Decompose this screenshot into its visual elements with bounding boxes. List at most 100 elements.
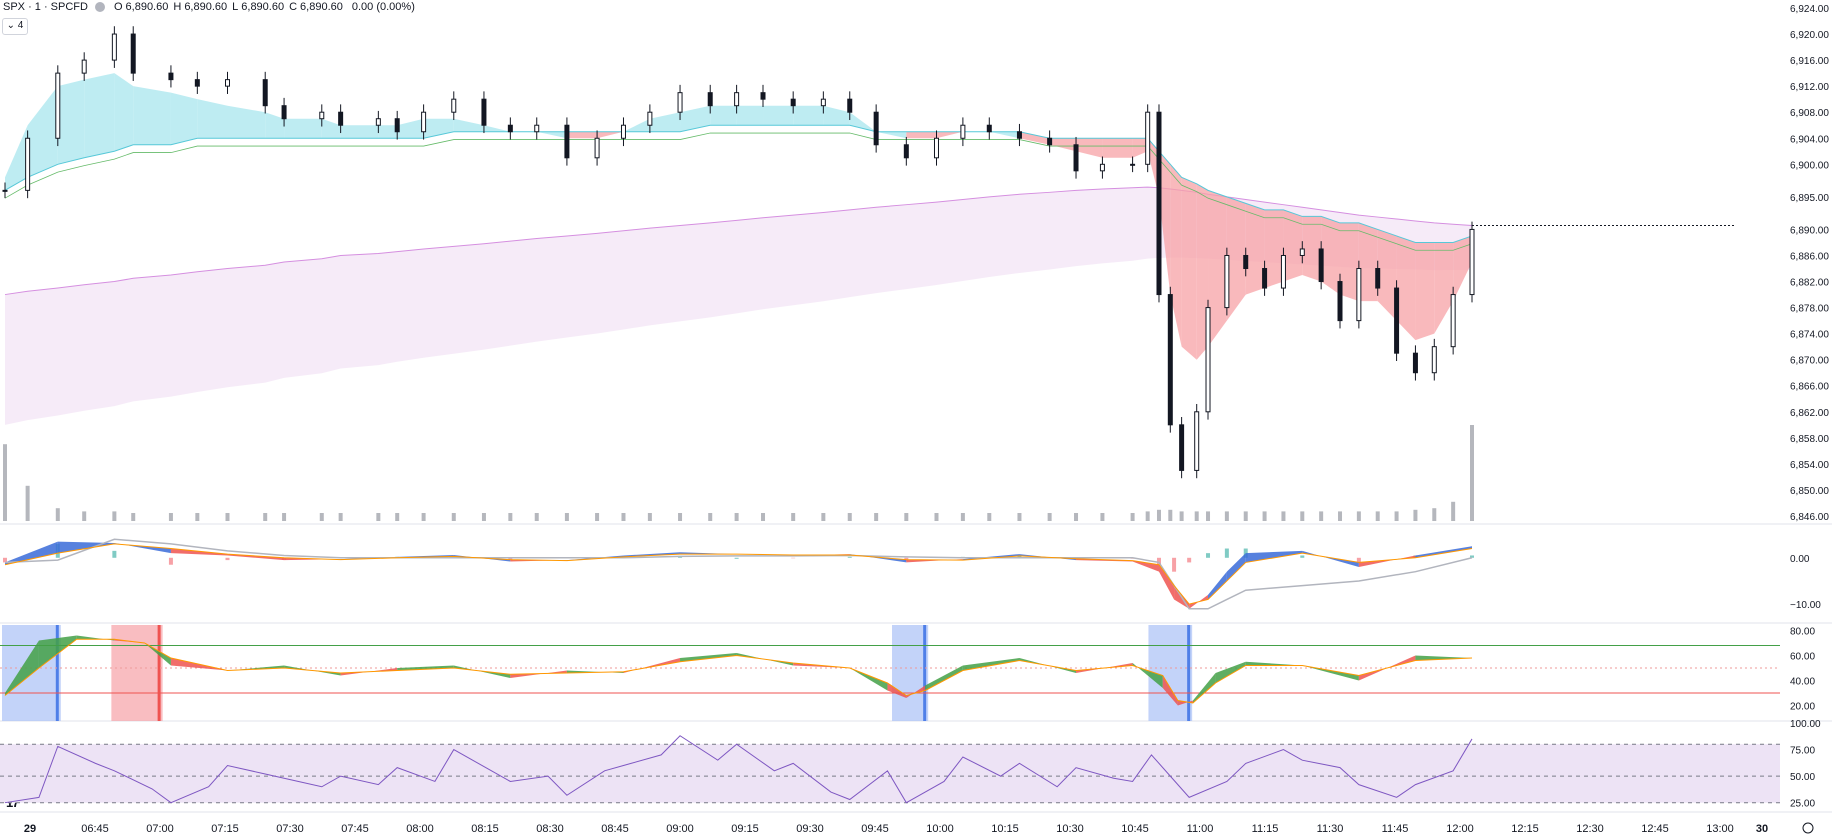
ma-ribbon-segment xyxy=(133,86,171,145)
candle-body xyxy=(620,124,626,139)
macd-histogram-bar xyxy=(1187,557,1192,563)
price-axis-tick-label: 6,862.00 xyxy=(1790,408,1829,419)
candle-body xyxy=(534,124,540,133)
macd-histogram-bar xyxy=(225,557,230,561)
stoch-fill-segment xyxy=(1302,665,1359,681)
macd-histogram-bar xyxy=(1206,553,1211,558)
volume-bar xyxy=(82,511,87,521)
candle-body xyxy=(1205,307,1211,413)
macd-fill-segment xyxy=(849,554,907,563)
time-axis-tick-label: 10:30 xyxy=(1056,823,1084,835)
stoch-fill-segment xyxy=(925,665,963,691)
volume-bar xyxy=(1243,511,1248,521)
macd-histogram-bar xyxy=(508,557,513,560)
time-axis-tick-label: 08:45 xyxy=(601,823,629,835)
volume-bar xyxy=(1074,513,1079,521)
candle-body xyxy=(1299,248,1305,256)
macd-fill-segment xyxy=(1415,546,1472,558)
indicators-collapse-button[interactable]: ⌄ 4 xyxy=(2,18,28,35)
stoch-fill-segment xyxy=(38,635,77,668)
ma-ribbon-segment xyxy=(1415,242,1435,341)
open-label: O xyxy=(113,1,123,13)
volume-bar xyxy=(1375,511,1380,521)
time-axis-tick-label: 08:15 xyxy=(471,823,499,835)
volume-bar xyxy=(1451,501,1456,521)
stoch-fill-segment xyxy=(1192,673,1216,703)
volume-bar xyxy=(1224,511,1229,521)
candle-body xyxy=(481,98,487,126)
ma-ribbon-segment xyxy=(27,86,58,178)
volume-bar xyxy=(934,513,939,521)
ma-ribbon-segment xyxy=(483,125,511,132)
stoch-axis-tick-label: 60.00 xyxy=(1790,652,1815,663)
candle-body xyxy=(2,189,8,192)
time-axis-tick-label: 11:15 xyxy=(1252,823,1279,835)
candle-body xyxy=(847,98,853,113)
volume-bar xyxy=(319,513,324,521)
stoch-fill-segment xyxy=(453,665,511,678)
volume-bar xyxy=(1047,513,1052,521)
stoch-fill-segment xyxy=(1415,655,1472,661)
candle-body xyxy=(507,124,513,133)
ma-ribbon-segment xyxy=(597,131,624,139)
candle-body xyxy=(1412,352,1418,374)
candle-body xyxy=(1099,163,1105,172)
candle-body xyxy=(375,118,381,126)
volume-bar xyxy=(821,513,826,521)
rsi-axis-tick-label: 25.00 xyxy=(1790,799,1815,810)
time-axis-tick-label: 11:45 xyxy=(1382,823,1409,835)
volume-bar xyxy=(395,513,400,521)
volume-bar xyxy=(263,513,268,521)
ma-ribbon-segment xyxy=(1245,203,1265,295)
stoch-d-line xyxy=(4,638,1473,704)
candle-body xyxy=(790,98,796,107)
macd-histogram-bar xyxy=(1172,557,1177,572)
price-axis-tick-label: 6,916.00 xyxy=(1790,56,1829,67)
candle-body xyxy=(760,92,766,100)
time-axis-tick-label: 09:15 xyxy=(731,823,759,835)
candle-body xyxy=(1431,346,1437,374)
macd-fill-segment xyxy=(1158,564,1175,600)
macd-fill-segment xyxy=(1302,550,1359,568)
stoch-fill-segment xyxy=(962,658,1020,671)
ma-ribbon-segment xyxy=(114,73,134,152)
candle-body xyxy=(820,98,826,107)
ma-ribbon-segment xyxy=(936,131,963,139)
price-axis-tick-label: 6,846.00 xyxy=(1790,512,1829,523)
candle-body xyxy=(1145,111,1151,165)
ma-ribbon-segment xyxy=(1434,242,1454,334)
long-ma-band xyxy=(5,187,1472,425)
volume-bar xyxy=(1100,513,1105,521)
candle-body xyxy=(281,105,287,120)
time-axis-tick-label: 07:00 xyxy=(146,823,174,835)
stoch-fill-segment xyxy=(227,665,285,671)
price-axis-tick-label: 6,886.00 xyxy=(1790,251,1829,262)
volume-bar xyxy=(1179,511,1184,521)
volume-bar xyxy=(647,513,652,521)
candle-body xyxy=(1337,281,1343,322)
price-axis-tick-label: 6,882.00 xyxy=(1790,278,1829,289)
ma-ribbon-segment xyxy=(1321,216,1341,295)
volume-bar xyxy=(1394,511,1399,521)
settings-gear-icon[interactable] xyxy=(1802,822,1814,834)
volume-bar xyxy=(678,513,683,521)
ma-ribbon-segment xyxy=(1264,209,1284,289)
volume-bar xyxy=(1262,511,1267,521)
stoch-fill-segment xyxy=(1019,658,1077,673)
ma-ribbon-segment xyxy=(57,79,85,165)
ma-ribbon-segment xyxy=(1076,138,1103,158)
change-value: 0.00 (0.00%) xyxy=(351,1,415,13)
ma-ribbon-segment xyxy=(1340,222,1359,302)
volume-bar xyxy=(55,508,60,521)
symbol-name[interactable]: SPX · 1 · SPCFD xyxy=(3,1,88,13)
volume-bar xyxy=(1470,425,1474,521)
ma-ribbon-segment xyxy=(1226,196,1246,321)
candle-body xyxy=(1167,294,1173,426)
symbol-legend: SPX · 1 · SPCFD O 6,890.60 H 6,890.60 L 6,8… xyxy=(3,1,415,13)
ma-ribbon-segment xyxy=(1181,177,1197,360)
volume-bar xyxy=(112,511,117,521)
candle-body xyxy=(1224,254,1230,309)
low-label: L xyxy=(232,1,239,13)
volume-bar xyxy=(987,513,992,521)
